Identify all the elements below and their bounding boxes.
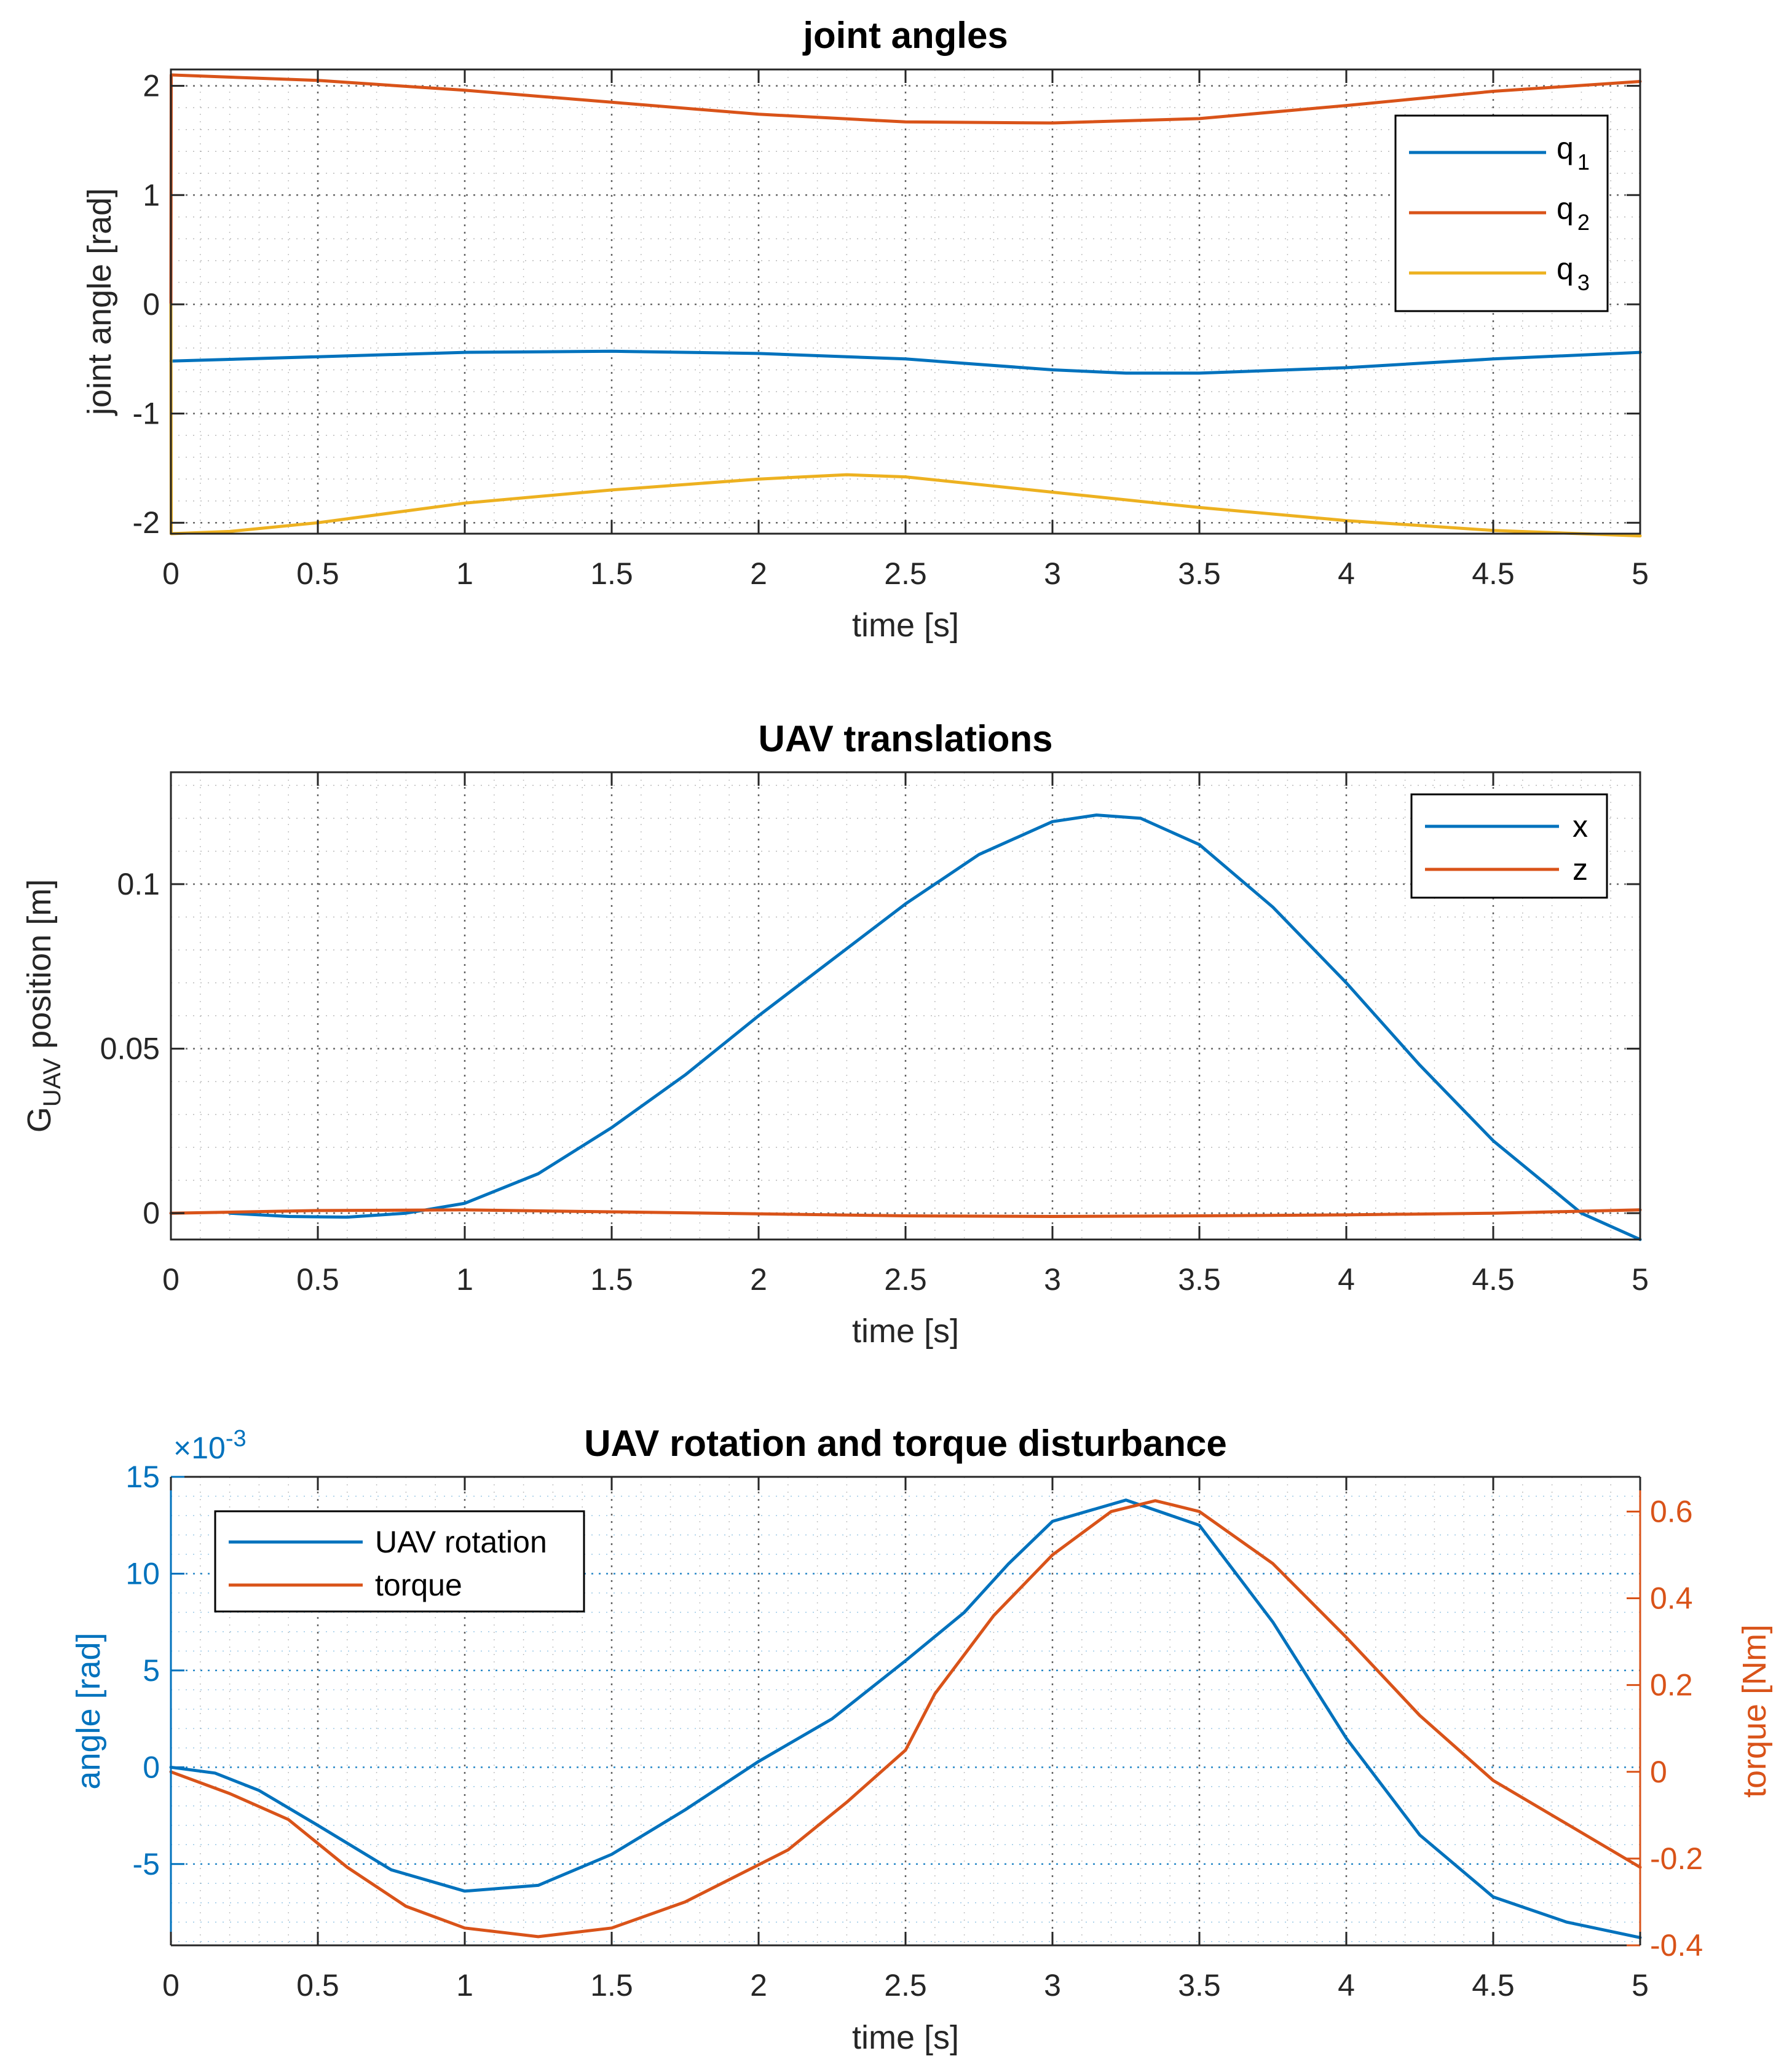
y-tick-label: 2 [143,69,160,103]
y-tick-label: 0.05 [100,1032,160,1066]
chart-title: UAV translations [759,718,1053,759]
y-tick-label-right: 0.6 [1650,1494,1693,1528]
y-tick-label: -2 [133,505,160,540]
y-tick-label-left: 0 [143,1750,160,1784]
x-tick-label: 4.5 [1472,556,1515,591]
x-tick-label: 5 [1632,1262,1649,1297]
x-tick-label: 0.5 [296,556,339,591]
exponent-base: ×10 [173,1431,226,1465]
x-tick-label: 3 [1044,1262,1061,1297]
x-tick-label: 3 [1044,556,1061,591]
y-tick-label: 0 [143,1196,160,1230]
x-tick-label: 1 [456,556,473,591]
x-tick-label: 2.5 [884,1968,927,2003]
x-axis-label: time [s] [852,1313,959,1350]
x-axis-label: time [s] [852,607,959,644]
x-tick-label: 5 [1632,556,1649,591]
legend-label-x: x [1573,809,1588,844]
x-tick-label: 3 [1044,1968,1061,2003]
y-axis-label-left: angle [rad] [70,1632,107,1789]
ylabel-rest: position [m] [21,879,58,1058]
chart-title: joint angles [802,15,1008,56]
x-tick-label: 1 [456,1968,473,2003]
x-tick-label: 5 [1632,1968,1649,2003]
y-tick-label-right: 0.4 [1650,1581,1693,1616]
y-axis-label-right: torque [Nm] [1736,1624,1773,1798]
series-line-q1 [169,349,1642,375]
x-tick-label: 2 [750,556,767,591]
legend-sub: 2 [1577,210,1590,235]
series-line-z [169,1208,1642,1218]
y-tick-label-right: -0.4 [1650,1928,1703,1963]
x-tick-label: 4 [1338,1968,1355,2003]
exponent-label: ×10-3 [173,1426,247,1465]
legend-main: q [1557,131,1574,165]
x-tick-label: 4.5 [1472,1262,1515,1297]
y-tick-label: 0 [143,287,160,322]
legend: xz [1410,793,1608,899]
x-tick-label: 1.5 [590,1262,633,1297]
x-tick-label: 3.5 [1178,556,1221,591]
y-axis-label: GUAV position [m] [21,879,66,1133]
x-tick-label: 3.5 [1178,1968,1221,2003]
chart-joint-angles: -2 -1 0 1 2 0 0.5 1 1.5 2 2.5 3 3.5 4 4.5 5 time [s] join… [81,15,1649,644]
x-tick-label: 0 [162,1262,180,1297]
x-tick-label: 3.5 [1178,1262,1221,1297]
x-tick-label: 0.5 [296,1968,339,2003]
y-tick-label: 1 [143,178,160,212]
x-axis-label: time [s] [852,2019,959,2056]
legend: q 1q 2q 3 [1394,114,1609,312]
x-tick-label: 1.5 [590,1968,633,2003]
series-line-UAV-rotation [169,1498,1642,1939]
x-tick-label: 2 [750,1968,767,2003]
legend-label-z: z [1573,852,1588,887]
series-line-x [228,813,1642,1241]
x-tick-label: 2 [750,1262,767,1297]
series-line-torque [169,1499,1642,1939]
ylabel-main: G [21,1107,58,1133]
x-tick-label: 0 [162,1968,180,2003]
x-tick-label: 4 [1338,1262,1355,1297]
x-tick-label: 0 [162,556,180,591]
legend-sub: 3 [1577,270,1590,295]
ylabel-sub: UAV [39,1058,66,1107]
y-tick-label-left: 15 [125,1460,160,1494]
chart-uav-translations: 0 0.05 0.1 0 0.5 1 1.5 2 2.5 3 3.5 4 4.5 5 time [s] UAV… [21,718,1649,1350]
y-tick-label-right: 0.2 [1650,1668,1693,1702]
legend-sub: 1 [1577,149,1590,175]
chart-title: UAV rotation and torque disturbance [584,1423,1227,1464]
legend-main: q [1557,251,1574,286]
exponent-power: -3 [226,1426,247,1452]
x-tick-label: 2.5 [884,556,927,591]
x-tick-label: 4.5 [1472,1968,1515,2003]
y-tick-label-right: 0 [1650,1755,1667,1789]
x-tick-label: 0.5 [296,1262,339,1297]
y-tick-label-right: -0.2 [1650,1841,1703,1876]
legend-label-UAV-rotation: UAV rotation [375,1525,547,1559]
chart-uav-rotation: -5 0 5 10 15 -0.4 -0.2 0 0.2 0.4 0.6 0 0.5 1 1.5 2 2.5 3 3… [70,1423,1773,2056]
x-tick-label: 1 [456,1262,473,1297]
legend-box [214,1510,585,1613]
y-tick-label: -1 [133,397,160,431]
x-tick-label: 2.5 [884,1262,927,1297]
x-tick-label: 1.5 [590,556,633,591]
series-line-q3 [169,302,1642,538]
legend-label-torque: torque [375,1568,462,1602]
legend: UAV rotation torque [214,1510,585,1613]
legend-box [1410,793,1608,899]
x-tick-label: 4 [1338,556,1355,591]
series-line-q2 [169,73,1642,306]
plot-area-2 [171,772,1640,1240]
y-tick-label-left: 5 [143,1653,160,1688]
y-tick-label-left: 10 [125,1556,160,1591]
y-axis-label: joint angle [rad] [81,188,118,416]
legend-main: q [1557,191,1574,226]
y-tick-label: 0.1 [117,867,160,901]
y-tick-label-left: -5 [133,1847,160,1881]
